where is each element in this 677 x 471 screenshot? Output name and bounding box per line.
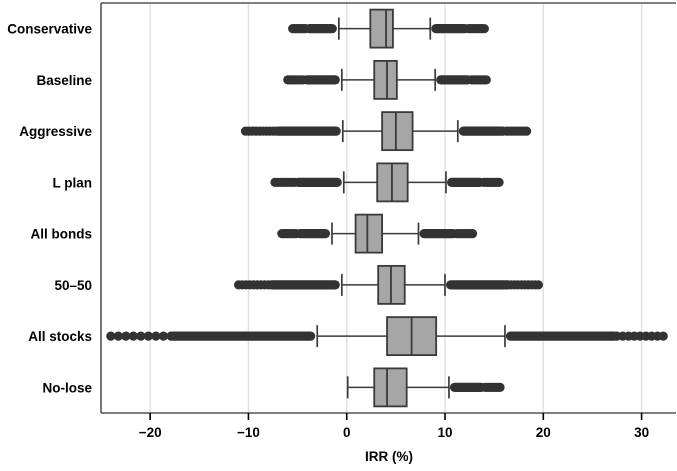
outlier-dense-core [272, 126, 341, 136]
outlier-dense-core [505, 331, 620, 341]
outlier-dense-core [295, 229, 331, 239]
outlier-point [301, 24, 311, 34]
box-plot-group [240, 111, 532, 152]
outlier-dense-core [293, 177, 342, 187]
outlier-point [151, 331, 161, 341]
outlier-cloud-low [234, 280, 340, 290]
outlier-cloud-low [270, 177, 342, 187]
outlier-dense-core [302, 75, 340, 85]
outlier-point [298, 75, 308, 85]
outlier-cloud-low [283, 75, 340, 85]
outlier-point [158, 331, 169, 341]
outlier-cloud-low [240, 126, 341, 136]
outlier-point [143, 331, 153, 341]
outlier-point [452, 229, 462, 239]
box-plot-group [277, 213, 478, 254]
box-plot-group [270, 162, 504, 203]
outlier-point [290, 177, 300, 187]
outlier-dense-core [446, 280, 513, 290]
outlier-point [291, 229, 301, 239]
category-label-all-stocks: All stocks [28, 329, 92, 344]
category-label-baseline: Baseline [36, 73, 92, 88]
category-label-50-50: 50–50 [54, 278, 92, 293]
box-plot-group [283, 59, 491, 100]
outlier-dense-core [458, 126, 508, 136]
category-label-no-lose: No-lose [42, 380, 92, 395]
x-axis-ticks [149, 413, 643, 420]
outlier-dense-core [419, 229, 458, 239]
box-iqr [354, 213, 384, 254]
outlier-cloud-high [446, 177, 504, 187]
outlier-cloud-low [106, 331, 316, 341]
box-plot-group [346, 367, 505, 408]
outlier-point [480, 382, 490, 392]
category-label-all-bonds: All bonds [31, 227, 93, 242]
category-label-l-plan: L plan [52, 175, 92, 190]
outlier-cloud-high [449, 382, 505, 392]
box-plot-group [288, 8, 489, 49]
outlier-point [268, 126, 279, 136]
box-iqr [381, 111, 414, 152]
outlier-point [113, 331, 123, 341]
x-axis-tick-label: 10 [438, 425, 453, 440]
outlier-point [502, 126, 512, 136]
outlier-point [479, 177, 489, 187]
outlier-point [121, 331, 131, 341]
x-axis-tick-label: 20 [536, 425, 551, 440]
outlier-dense-core [449, 382, 487, 392]
outlier-dense-core [436, 75, 473, 85]
outlier-dense-core [446, 177, 485, 187]
outlier-cloud-low [288, 24, 337, 34]
category-label-conservative: Conservative [7, 22, 92, 37]
outlier-dense-core [305, 24, 337, 34]
outlier-cloud-high [446, 280, 543, 290]
outlier-dense-core [431, 24, 470, 34]
box-plot-group [106, 316, 668, 357]
outlier-point [166, 331, 176, 341]
x-axis-tick-label: 0 [343, 425, 351, 440]
gridlines [149, 3, 643, 413]
box-iqr [373, 367, 408, 408]
outlier-dense-core [266, 280, 340, 290]
x-axis-tick-label: 30 [634, 425, 649, 440]
outlier-cloud-high [431, 24, 489, 34]
outlier-point [466, 75, 477, 85]
x-axis-tick-label: −20 [139, 425, 162, 440]
category-axis-labels: Conservative Baseline Aggressive L plan All … [7, 22, 92, 396]
outlier-point [136, 331, 146, 341]
category-label-aggressive: Aggressive [19, 124, 92, 139]
outlier-point [106, 331, 116, 341]
outlier-point [506, 280, 516, 290]
x-axis-tick-labels: −20 −10 0 10 20 30 [139, 425, 649, 440]
x-axis-title: IRR (%) [365, 449, 413, 464]
outlier-point [263, 280, 273, 290]
outlier-dense-core [168, 331, 316, 341]
outlier-point [612, 331, 622, 341]
outlier-cloud-high [458, 126, 532, 136]
outlier-cloud-high [436, 75, 491, 85]
box-plot-group [234, 264, 543, 305]
plot-frame [100, 2, 676, 414]
box-plot-series [106, 8, 668, 408]
box-iqr [369, 8, 394, 49]
outlier-cloud-high [505, 331, 668, 341]
outlier-point [464, 24, 474, 34]
outlier-point [128, 331, 138, 341]
outlier-cloud-high [419, 229, 478, 239]
x-axis-tick-label: −10 [237, 425, 260, 440]
box-iqr [373, 59, 398, 100]
outlier-cloud-low [277, 229, 331, 239]
